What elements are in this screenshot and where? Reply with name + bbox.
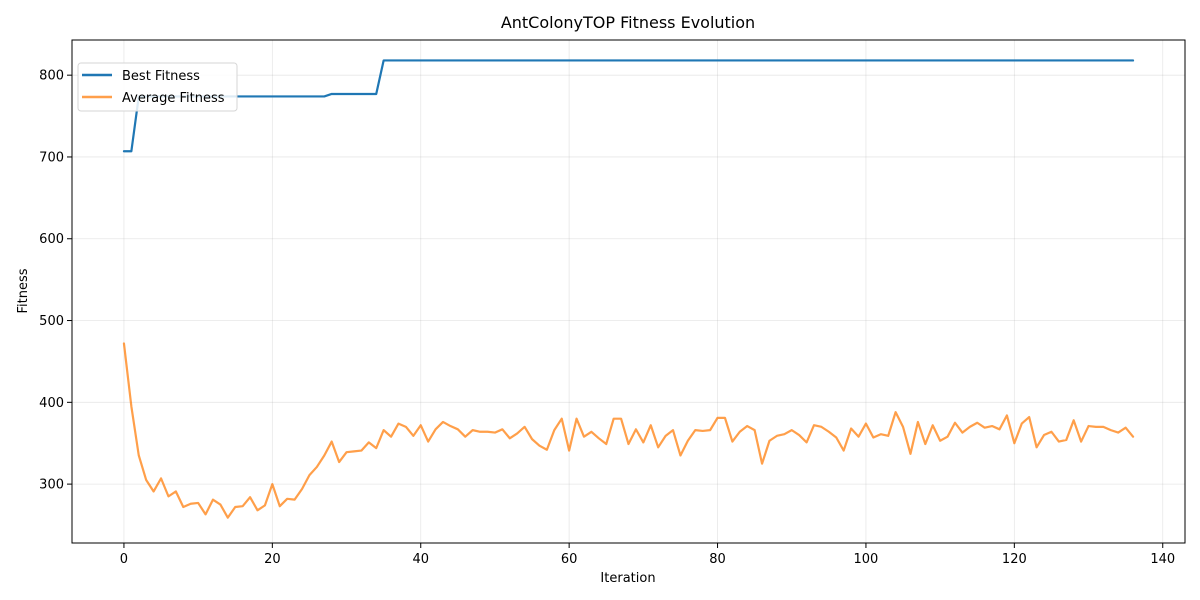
y-tick-label: 500	[39, 314, 64, 329]
y-tick-label: 700	[39, 150, 64, 165]
x-tick-label: 80	[709, 552, 726, 567]
x-axis-label: Iteration	[600, 571, 655, 586]
legend-label-average-fitness: Average Fitness	[122, 91, 225, 106]
legend-box	[77, 62, 238, 112]
x-tick-label: 0	[120, 552, 128, 567]
series-line-best-fitness	[122, 59, 1135, 153]
chart-title: AntColonyTOP Fitness Evolution	[501, 13, 755, 32]
x-tick-label: 60	[561, 552, 578, 567]
series-layer	[122, 59, 1135, 519]
y-axis-label: Fitness	[16, 268, 31, 313]
legend: Best Fitness Average Fitness	[77, 62, 238, 112]
x-axis-ticks: 0 20 40 60 80 100 120 140	[120, 543, 1175, 567]
plot-frame	[71, 39, 1186, 544]
x-tick-label: 140	[1150, 552, 1175, 567]
y-tick-label: 300	[39, 478, 64, 493]
series-line-average-fitness	[122, 342, 1135, 519]
grid-lines	[72, 40, 1185, 543]
y-tick-label: 800	[39, 69, 64, 84]
x-tick-label: 20	[264, 552, 281, 567]
y-axis-ticks: 300 400 500 600 700 800	[39, 69, 72, 493]
y-tick-label: 400	[39, 396, 64, 411]
x-tick-label: 100	[854, 552, 879, 567]
legend-label-best-fitness: Best Fitness	[122, 69, 200, 84]
x-tick-label: 40	[412, 552, 429, 567]
y-tick-label: 600	[39, 232, 64, 247]
x-tick-label: 120	[1002, 552, 1027, 567]
